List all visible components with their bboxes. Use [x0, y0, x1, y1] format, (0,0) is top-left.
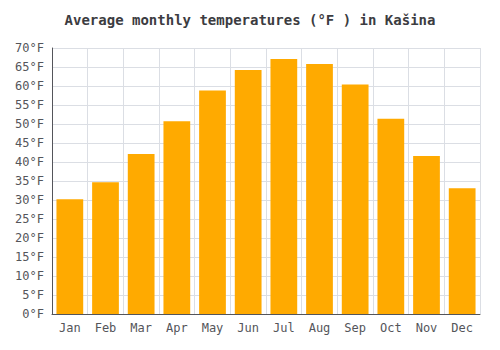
svg-text:70°F: 70°F	[15, 41, 44, 55]
svg-text:5°F: 5°F	[22, 288, 44, 302]
svg-text:May: May	[202, 321, 224, 335]
svg-text:20°F: 20°F	[15, 231, 44, 245]
svg-text:Nov: Nov	[416, 321, 438, 335]
svg-text:50°F: 50°F	[15, 117, 44, 131]
svg-text:30°F: 30°F	[15, 193, 44, 207]
svg-text:40°F: 40°F	[15, 155, 44, 169]
svg-text:35°F: 35°F	[15, 174, 44, 188]
svg-text:Feb: Feb	[95, 321, 117, 335]
svg-text:60°F: 60°F	[15, 79, 44, 93]
svg-text:Jun: Jun	[237, 321, 259, 335]
svg-text:45°F: 45°F	[15, 136, 44, 150]
svg-text:10°F: 10°F	[15, 269, 44, 283]
svg-text:Average monthly temperatures (: Average monthly temperatures (°F ) in Ka…	[65, 12, 436, 28]
svg-text:25°F: 25°F	[15, 212, 44, 226]
svg-text:Jan: Jan	[59, 321, 81, 335]
svg-text:Apr: Apr	[166, 321, 188, 335]
svg-text:Jul: Jul	[273, 321, 295, 335]
svg-text:55°F: 55°F	[15, 98, 44, 112]
svg-text:15°F: 15°F	[15, 250, 44, 264]
svg-text:65°F: 65°F	[15, 60, 44, 74]
svg-text:0°F: 0°F	[22, 307, 44, 321]
svg-text:Aug: Aug	[309, 321, 331, 335]
svg-text:Oct: Oct	[380, 321, 402, 335]
svg-text:Dec: Dec	[451, 321, 473, 335]
svg-text:Sep: Sep	[344, 321, 366, 335]
svg-text:Mar: Mar	[130, 321, 152, 335]
